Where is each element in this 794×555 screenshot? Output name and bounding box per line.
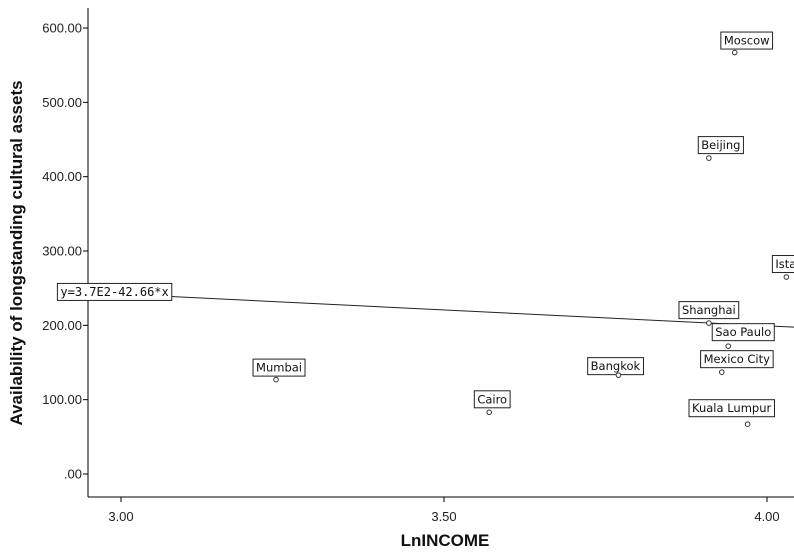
point-label-bangkok: Bangkok bbox=[587, 357, 644, 376]
point-label-istanbul: Istanbul bbox=[771, 255, 794, 274]
data-point-kuala-lumpur bbox=[744, 421, 751, 427]
y-tick-label: 200.00 bbox=[42, 318, 82, 333]
x-tick-label: 3.50 bbox=[431, 509, 456, 524]
point-label-cairo: Cairo bbox=[473, 390, 511, 409]
fit-line-equation: y=3.7E2-42.66*x bbox=[56, 282, 173, 301]
svg-text:Beijing: Beijing bbox=[701, 138, 740, 152]
svg-text:y=3.7E2-42.66*x: y=3.7E2-42.66*x bbox=[60, 285, 168, 299]
point-label-shanghai: Shanghai bbox=[678, 301, 740, 320]
data-point-mumbai bbox=[273, 376, 279, 383]
x-axis-title: LnINCOME bbox=[401, 531, 490, 550]
point-label-moscow: Moscow bbox=[720, 31, 774, 50]
data-point-cairo bbox=[486, 409, 493, 416]
point-label-sao-paulo: Sao Paulo bbox=[711, 323, 775, 342]
point-label-mumbai: Mumbai bbox=[252, 358, 306, 377]
svg-text:Cairo: Cairo bbox=[477, 392, 507, 406]
svg-text:Mexico City: Mexico City bbox=[704, 352, 771, 366]
x-tick-label: 3.00 bbox=[108, 509, 133, 524]
y-tick-label: 500.00 bbox=[42, 95, 82, 110]
data-point-bangkok bbox=[615, 372, 622, 378]
svg-text:Istanbul: Istanbul bbox=[775, 257, 794, 271]
y-tick-label: 100.00 bbox=[42, 392, 82, 407]
y-tick-label: 400.00 bbox=[42, 169, 82, 184]
point-label-kuala-lumpur: Kuala Lumpur bbox=[688, 399, 775, 418]
point-label-mexico-city: Mexico City bbox=[700, 350, 774, 369]
y-tick-label: 300.00 bbox=[42, 244, 82, 259]
point-label-beijing: Beijing bbox=[697, 136, 744, 155]
data-point-beijing bbox=[706, 155, 712, 161]
svg-text:Sao Paulo: Sao Paulo bbox=[715, 325, 771, 339]
svg-text:Moscow: Moscow bbox=[724, 34, 770, 48]
data-point-moscow bbox=[731, 49, 738, 56]
svg-text:Mumbai: Mumbai bbox=[256, 361, 302, 375]
data-point-mexico-city bbox=[718, 369, 725, 375]
svg-text:Shanghai: Shanghai bbox=[682, 303, 736, 317]
y-tick-label: .00 bbox=[64, 467, 82, 482]
data-point-sao-paulo bbox=[725, 343, 732, 349]
y-tick-label: 600.00 bbox=[42, 21, 82, 36]
data-point-shanghai bbox=[706, 320, 712, 326]
svg-text:Bangkok: Bangkok bbox=[591, 359, 641, 373]
x-tick-label: 4.00 bbox=[754, 509, 779, 524]
data-point-istanbul bbox=[783, 274, 790, 280]
y-axis-title: Availability of longstanding cultural as… bbox=[7, 80, 26, 425]
svg-text:Kuala Lumpur: Kuala Lumpur bbox=[692, 401, 771, 415]
